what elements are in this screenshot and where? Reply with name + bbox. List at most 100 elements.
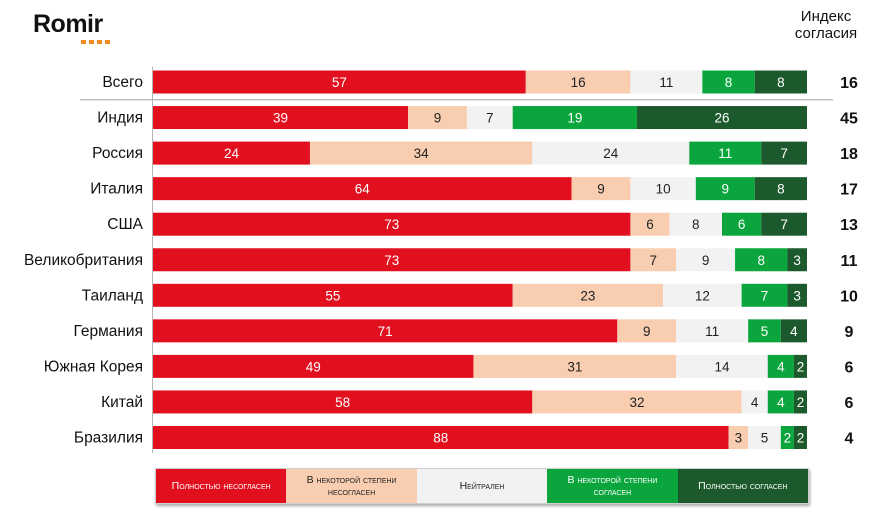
bar-segment (669, 212, 722, 236)
bar-segment (787, 283, 807, 307)
bar-segment (153, 212, 631, 236)
bar-segment (748, 426, 781, 449)
bar-segment (663, 283, 742, 307)
index-value: 4 (845, 431, 854, 448)
bar-segment (676, 319, 749, 343)
bar-segment (702, 70, 755, 94)
data-label: 88 (433, 431, 448, 446)
bar-segment (408, 106, 467, 130)
bar-segment (309, 141, 533, 165)
index-value: 6 (845, 395, 854, 412)
bar-segment (780, 426, 794, 449)
brand-name: Romir (33, 10, 103, 38)
data-label: 9 (434, 111, 442, 126)
bar-segment (754, 70, 807, 94)
bar-segment (153, 390, 533, 414)
bar-segment (793, 426, 807, 449)
data-label: 2 (797, 359, 805, 374)
data-label: 4 (751, 395, 759, 410)
category-label: США (107, 216, 143, 233)
bar-segment (793, 390, 807, 414)
data-label: 12 (695, 288, 710, 303)
data-label: 8 (725, 75, 733, 90)
bar-segment (780, 319, 807, 343)
legend-item: В некоторой степени согласен (547, 469, 678, 503)
data-label: 64 (355, 182, 371, 197)
bar-segment (617, 319, 677, 343)
category-label: Бразилия (74, 430, 143, 447)
bar-segment (153, 283, 513, 307)
category-label: Италия (90, 181, 143, 198)
index-title-line2: согласия (794, 25, 858, 42)
category-label: Всего (102, 74, 143, 91)
data-label: 4 (790, 324, 798, 339)
data-label: 7 (780, 217, 788, 232)
bar-segment (512, 106, 637, 130)
data-label: 7 (486, 111, 494, 126)
bar-segment (630, 248, 677, 272)
data-label: 7 (650, 253, 658, 268)
bar-segment (689, 141, 762, 165)
legend-item: Нейтрален (416, 469, 548, 503)
bar-segment (636, 106, 807, 130)
data-label: 11 (718, 146, 732, 161)
data-label: 24 (603, 146, 619, 161)
bar-segment (630, 70, 703, 94)
data-label: 9 (597, 182, 605, 197)
bar-segment (153, 248, 631, 272)
data-label: 9 (721, 182, 729, 197)
data-label: 23 (580, 288, 595, 303)
data-label: 8 (757, 253, 765, 268)
category-label: Индия (97, 110, 143, 127)
category-label: Южная Корея (44, 358, 143, 375)
index-column-title: Индекс согласия (771, 8, 881, 42)
data-label: 57 (332, 75, 347, 90)
data-label: 10 (656, 182, 671, 197)
data-label: 2 (797, 395, 805, 410)
data-label: 3 (793, 288, 801, 303)
bar-segment (695, 177, 755, 201)
bar-segment (473, 354, 677, 378)
data-label: 2 (784, 431, 792, 446)
data-label: 3 (735, 431, 743, 446)
logo-dots-icon (81, 40, 110, 44)
bar-segment (532, 390, 742, 414)
category-label: Германия (74, 323, 144, 340)
bar-segment (761, 141, 807, 165)
data-label: 11 (705, 324, 719, 339)
bar-segment (153, 141, 310, 165)
data-label: 34 (414, 146, 430, 161)
romir-logo: Romir (33, 10, 110, 44)
data-label: 2 (797, 431, 805, 446)
data-label: 5 (761, 431, 769, 446)
data-label: 55 (325, 288, 340, 303)
data-label: 7 (761, 288, 769, 303)
bar-segment (741, 283, 788, 307)
data-label: 9 (643, 324, 651, 339)
bar-segment (153, 426, 729, 449)
index-value: 6 (845, 359, 854, 376)
index-value: 17 (840, 182, 858, 199)
index-value: 11 (841, 253, 858, 270)
data-label: 16 (571, 75, 586, 90)
data-label: 7 (780, 146, 788, 161)
data-label: 14 (714, 359, 730, 374)
index-value: 10 (840, 288, 858, 305)
bar-segment (728, 426, 749, 449)
bar-segment (532, 141, 690, 165)
bar-segment (735, 248, 788, 272)
data-label: 19 (567, 111, 582, 126)
data-label: 73 (384, 217, 399, 232)
data-label: 5 (761, 324, 769, 339)
index-value: 45 (840, 111, 858, 128)
data-label: 39 (273, 111, 288, 126)
data-label: 49 (306, 359, 321, 374)
category-label: Китай (101, 394, 143, 411)
index-value: 18 (840, 146, 858, 163)
data-label: 3 (793, 253, 801, 268)
bar-segment (153, 354, 474, 378)
data-label: 6 (646, 217, 654, 232)
bar-segment (153, 106, 409, 130)
data-label: 58 (335, 395, 350, 410)
bar-segment (153, 177, 572, 201)
